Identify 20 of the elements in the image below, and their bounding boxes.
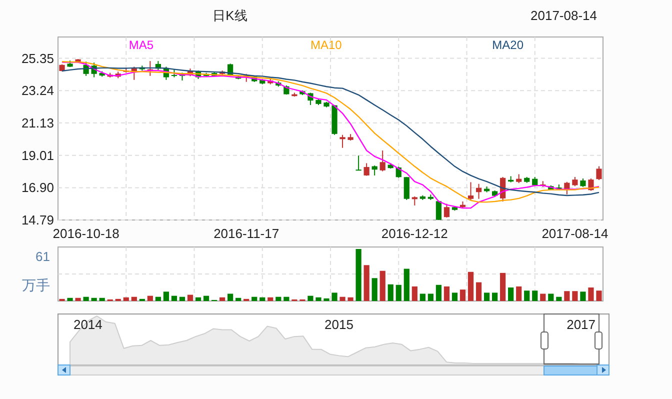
y-tick-label: 14.79 [21, 212, 54, 228]
y-tick-label: 25.35 [21, 50, 54, 66]
text: 2017-08-14 [530, 8, 597, 23]
series-label: MA5 [128, 38, 154, 52]
text: 61 [36, 249, 50, 264]
x-tick-label: 2017-08-14 [542, 226, 608, 241]
y-tick-label: 16.90 [21, 180, 54, 196]
chart-title: 日K线 [212, 8, 248, 23]
x-tick-label: 2016-11-17 [214, 226, 280, 241]
y-tick-label: 21.13 [21, 115, 54, 130]
x-tick-label: 2017 [566, 317, 596, 332]
x-tick-label: 2016-10-18 [52, 226, 120, 241]
x-tick-label: 2016-12-12 [381, 226, 448, 241]
text: MA20 [492, 38, 524, 52]
y-axis-title: 万手 [22, 277, 50, 293]
x-tick-label: 2014 [73, 317, 102, 332]
y-tick-label: 19.01 [21, 148, 54, 163]
x-tick-label: 2015 [324, 317, 354, 332]
text: MA10 [310, 38, 342, 52]
y-tick-label: 23.24 [21, 83, 54, 98]
